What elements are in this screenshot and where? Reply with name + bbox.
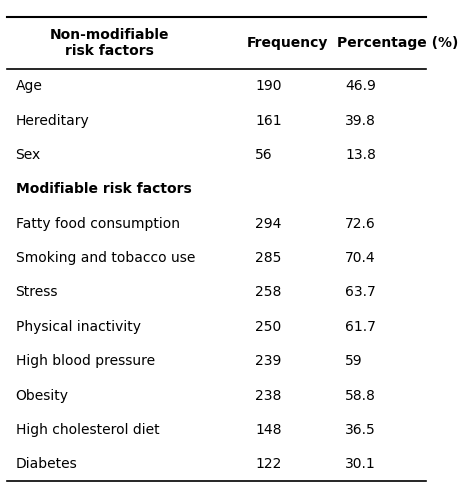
Text: Stress: Stress [16,286,58,299]
Text: 294: 294 [255,217,282,231]
Text: Diabetes: Diabetes [16,457,77,471]
Text: 285: 285 [255,251,282,265]
Text: Smoking and tobacco use: Smoking and tobacco use [16,251,195,265]
Text: 61.7: 61.7 [345,320,376,334]
Text: 250: 250 [255,320,282,334]
Text: 30.1: 30.1 [345,457,376,471]
Text: Non-modifiable
risk factors: Non-modifiable risk factors [50,28,170,58]
Text: Frequency: Frequency [246,36,328,50]
Text: 46.9: 46.9 [345,79,376,93]
Text: 70.4: 70.4 [345,251,376,265]
Text: High cholesterol diet: High cholesterol diet [16,423,159,437]
Text: 39.8: 39.8 [345,114,376,127]
Text: Modifiable risk factors: Modifiable risk factors [16,182,191,196]
Text: Hereditary: Hereditary [16,114,90,127]
Text: 161: 161 [255,114,282,127]
Text: Fatty food consumption: Fatty food consumption [16,217,180,231]
Text: High blood pressure: High blood pressure [16,354,155,368]
Text: 63.7: 63.7 [345,286,376,299]
Text: 239: 239 [255,354,282,368]
Text: 122: 122 [255,457,282,471]
Text: 59: 59 [345,354,363,368]
Text: 238: 238 [255,388,282,403]
Text: 56: 56 [255,148,273,162]
Text: 190: 190 [255,79,282,93]
Text: Percentage (%): Percentage (%) [337,36,458,50]
Text: Age: Age [16,79,43,93]
Text: 258: 258 [255,286,282,299]
Text: Obesity: Obesity [16,388,69,403]
Text: 13.8: 13.8 [345,148,376,162]
Text: Sex: Sex [16,148,41,162]
Text: 148: 148 [255,423,282,437]
Text: Physical inactivity: Physical inactivity [16,320,141,334]
Text: 36.5: 36.5 [345,423,376,437]
Text: 58.8: 58.8 [345,388,376,403]
Text: 72.6: 72.6 [345,217,376,231]
